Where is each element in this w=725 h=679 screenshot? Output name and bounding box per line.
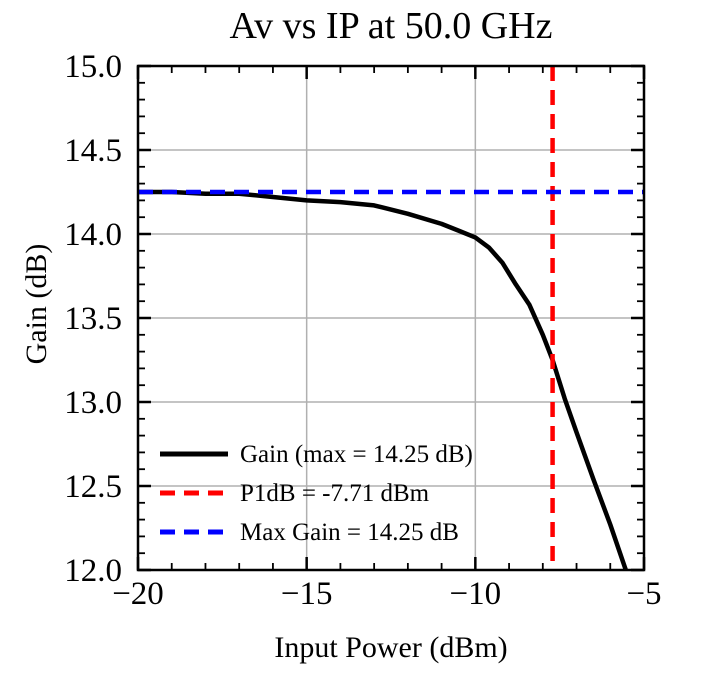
x-tick-label: −15 (281, 576, 333, 612)
x-tick-label: −5 (626, 576, 661, 612)
chart-title: Av vs IP at 50.0 GHz (230, 5, 553, 47)
axis-tick-labels: −20 −15 −10 −5 12.0 12.5 13.0 13.5 14.0 14.5 15.0 (64, 49, 661, 612)
y-tick-label: 12.5 (64, 469, 122, 505)
y-axis-label: Gain (dB) (20, 244, 53, 365)
y-tick-label: 15.0 (64, 49, 122, 85)
x-tick-label: −10 (450, 576, 502, 612)
legend-label: Gain (max = 14.25 dB) (240, 441, 473, 468)
gridlines (138, 66, 644, 570)
y-tick-label: 13.5 (64, 301, 122, 337)
y-tick-label: 14.0 (64, 217, 122, 253)
gain-curve (138, 189, 629, 570)
legend-label: Max Gain = 14.25 dB (240, 519, 459, 546)
x-axis-label: Input Power (dBm) (274, 631, 507, 664)
x-tick-label: −20 (112, 576, 164, 612)
y-tick-label: 12.0 (64, 553, 122, 589)
y-tick-label: 13.0 (64, 385, 122, 421)
legend-label: P1dB = -7.71 dBm (240, 480, 430, 507)
legend: Gain (max = 14.25 dB) P1dB = -7.71 dBm Max… (160, 441, 473, 546)
y-tick-label: 14.5 (64, 133, 122, 169)
axis-ticks (136, 64, 646, 572)
data-series (138, 66, 644, 570)
